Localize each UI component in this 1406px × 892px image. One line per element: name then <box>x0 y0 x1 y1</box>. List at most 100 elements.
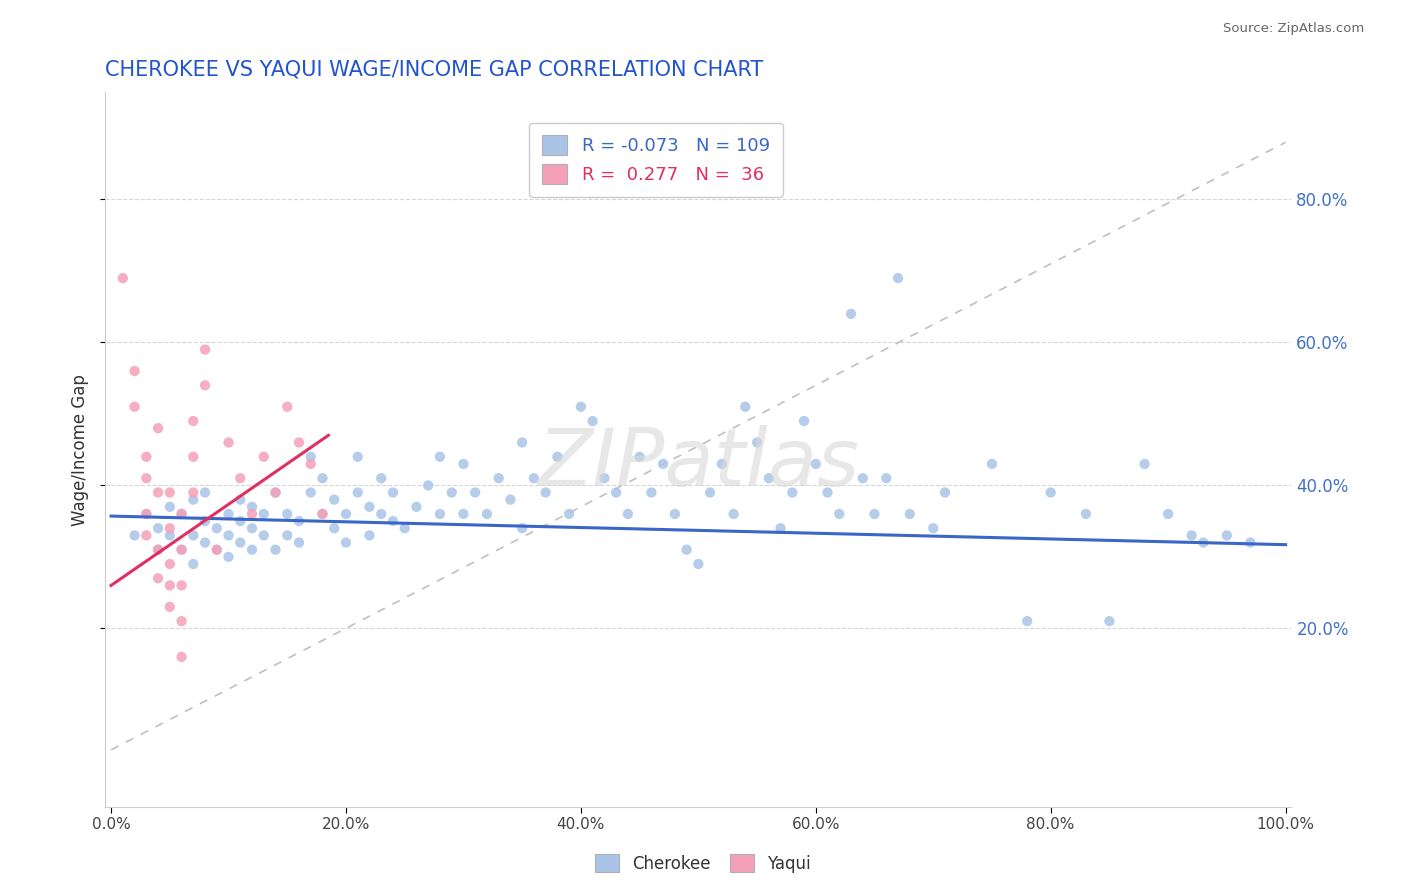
Point <box>311 507 333 521</box>
Point <box>381 514 404 528</box>
Text: CHEROKEE VS YAQUI WAGE/INCOME GAP CORRELATION CHART: CHEROKEE VS YAQUI WAGE/INCOME GAP CORREL… <box>105 60 763 79</box>
Point <box>229 535 252 549</box>
Point <box>346 450 368 464</box>
Point <box>240 542 263 557</box>
Point <box>640 485 662 500</box>
Point <box>288 435 311 450</box>
Text: ZIPatlas: ZIPatlas <box>537 425 859 503</box>
Point <box>229 492 252 507</box>
Point <box>370 471 392 485</box>
Point <box>875 471 897 485</box>
Point <box>394 521 416 535</box>
Point <box>510 435 533 450</box>
Point <box>218 435 240 450</box>
Legend: R = -0.073   N = 109, R =  0.277   N =  36: R = -0.073 N = 109, R = 0.277 N = 36 <box>530 123 783 197</box>
Point <box>782 485 804 500</box>
Point <box>558 507 581 521</box>
Point <box>817 485 839 500</box>
Point <box>218 507 240 521</box>
Point <box>758 471 780 485</box>
Point <box>734 400 756 414</box>
Point <box>1098 614 1121 628</box>
Point <box>311 507 333 521</box>
Point <box>240 507 263 521</box>
Point <box>135 471 157 485</box>
Point <box>723 507 745 521</box>
Point <box>194 343 217 357</box>
Point <box>688 557 710 571</box>
Point <box>159 528 181 542</box>
Point <box>111 271 134 285</box>
Point <box>922 521 945 535</box>
Point <box>276 528 298 542</box>
Point <box>170 507 193 521</box>
Point <box>124 528 146 542</box>
Point <box>159 578 181 592</box>
Point <box>194 535 217 549</box>
Point <box>194 485 217 500</box>
Point <box>253 450 276 464</box>
Point <box>170 614 193 628</box>
Text: Source: ZipAtlas.com: Source: ZipAtlas.com <box>1223 22 1364 36</box>
Point <box>335 507 357 521</box>
Point <box>159 557 181 571</box>
Point <box>264 485 287 500</box>
Point <box>546 450 568 464</box>
Point <box>288 514 311 528</box>
Legend: Cherokee, Yaqui: Cherokee, Yaqui <box>589 847 817 880</box>
Point <box>370 507 392 521</box>
Point <box>523 471 546 485</box>
Point <box>605 485 627 500</box>
Point <box>146 542 169 557</box>
Point <box>135 507 157 521</box>
Point <box>359 500 381 514</box>
Point <box>218 549 240 564</box>
Point <box>240 500 263 514</box>
Point <box>440 485 463 500</box>
Point <box>170 578 193 592</box>
Point <box>299 485 322 500</box>
Point <box>804 457 827 471</box>
Point <box>1157 507 1180 521</box>
Point <box>159 500 181 514</box>
Point <box>429 507 451 521</box>
Point <box>628 450 651 464</box>
Point <box>475 507 498 521</box>
Point <box>181 528 204 542</box>
Point <box>299 457 322 471</box>
Point <box>1239 535 1261 549</box>
Point <box>1192 535 1215 549</box>
Point <box>240 521 263 535</box>
Point <box>170 649 193 664</box>
Point <box>981 457 1004 471</box>
Point <box>170 542 193 557</box>
Point <box>135 450 157 464</box>
Point <box>405 500 427 514</box>
Point <box>499 492 522 507</box>
Point <box>253 528 276 542</box>
Point <box>205 521 228 535</box>
Point <box>710 457 733 471</box>
Point <box>181 492 204 507</box>
Point <box>181 557 204 571</box>
Point <box>146 521 169 535</box>
Point <box>488 471 510 485</box>
Point <box>1074 507 1097 521</box>
Point <box>229 471 252 485</box>
Point <box>852 471 875 485</box>
Point <box>464 485 486 500</box>
Point <box>288 535 311 549</box>
Point <box>418 478 440 492</box>
Point <box>323 521 346 535</box>
Point <box>745 435 768 450</box>
Point <box>205 542 228 557</box>
Point <box>769 521 792 535</box>
Point <box>699 485 721 500</box>
Point <box>534 485 557 500</box>
Point <box>381 485 404 500</box>
Point <box>346 485 368 500</box>
Point <box>159 599 181 614</box>
Point <box>839 307 862 321</box>
Point <box>194 378 217 392</box>
Point <box>453 457 475 471</box>
